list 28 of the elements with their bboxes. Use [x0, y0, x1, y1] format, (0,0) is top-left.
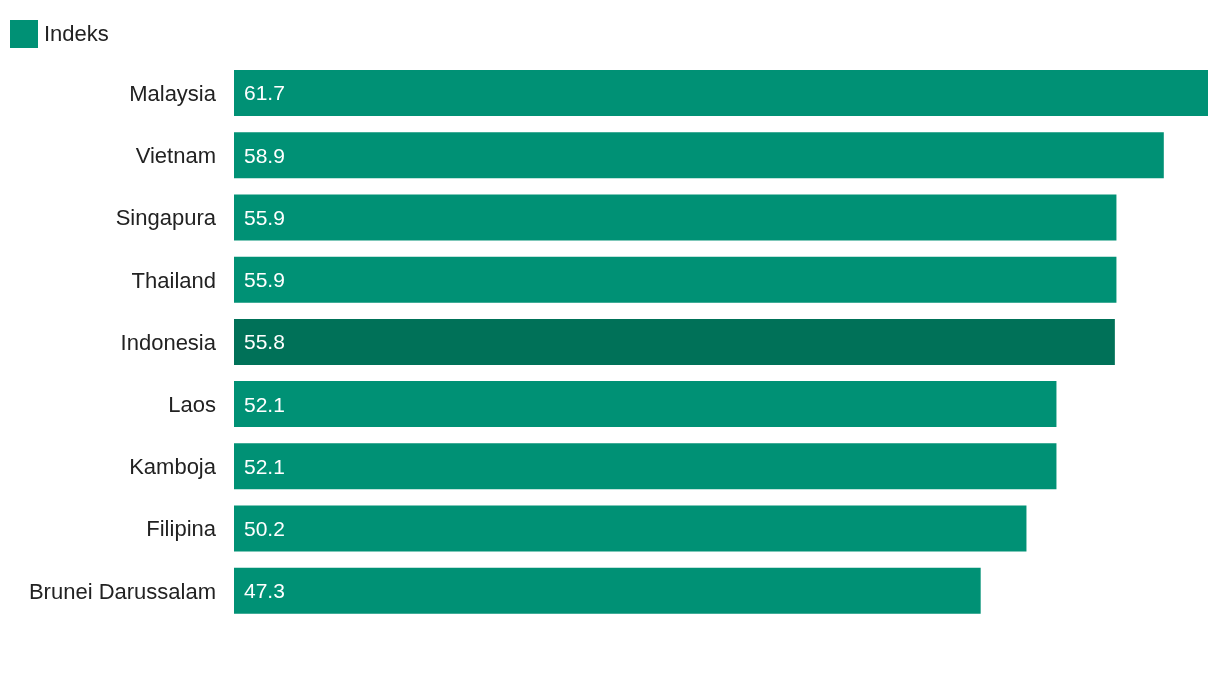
y-tick-label: Filipina [146, 516, 217, 542]
data-label: 52.1 [244, 392, 285, 416]
data-label: 55.9 [244, 268, 285, 292]
bar [234, 194, 1117, 241]
y-tick-label: Malaysia [129, 80, 217, 106]
data-label: 47.3 [244, 579, 285, 603]
y-tick-label: Thailand [131, 267, 216, 293]
data-label: 61.7 [244, 81, 285, 105]
data-label: 55.8 [244, 330, 285, 354]
y-tick-label: Brunei Darussalam [28, 578, 216, 604]
bar [234, 381, 1057, 428]
bar [234, 318, 1115, 365]
bar [234, 132, 1164, 179]
y-tick-label: Singapura [115, 205, 217, 231]
bar [234, 70, 1208, 116]
y-tick-label: Vietnam [135, 143, 216, 169]
y-tick-label: Laos [168, 392, 216, 418]
data-label: 55.9 [244, 205, 285, 229]
y-tick-label: Kamboja [129, 454, 217, 480]
legend-label: Indeks [44, 21, 109, 47]
y-tick-label: Indonesia [120, 329, 217, 355]
bar [234, 567, 981, 614]
data-label: 58.9 [244, 143, 285, 167]
data-label: 50.2 [244, 517, 285, 541]
bar [234, 443, 1057, 490]
bar [234, 505, 1027, 552]
data-label: 52.1 [244, 454, 285, 478]
bar [234, 256, 1117, 303]
